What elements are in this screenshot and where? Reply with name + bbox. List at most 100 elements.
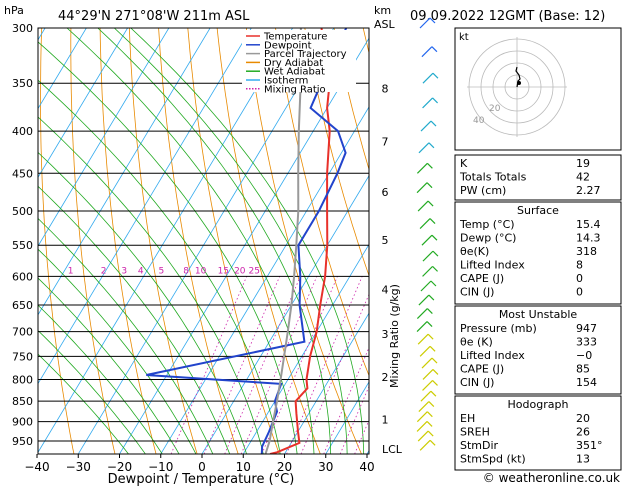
legend-label: Mixing Ratio	[264, 84, 326, 95]
surface-label: θe(K)	[460, 245, 489, 258]
wind-barb-flag	[429, 218, 436, 224]
wind-barb-staff	[416, 182, 428, 194]
series-line-parcel-trajectory	[264, 28, 302, 454]
km-tick-label: 6	[382, 186, 389, 199]
isotherm	[325, 381, 369, 454]
temp-tick-label: −20	[107, 460, 132, 474]
wind-barbs	[416, 17, 439, 451]
temp-tick-label: 20	[277, 460, 292, 474]
index-tables: K 19 Totals Totals 42 PW (cm) 2.27 SurfaceTemp…	[454, 154, 622, 471]
x-axis-title: Dewpoint / Temperature (°C)	[108, 472, 295, 486]
dry-adiabat	[333, 28, 369, 171]
surface-value: 15.4	[576, 218, 601, 231]
wet-adiabat	[38, 151, 247, 454]
legend-label: Dewpoint	[264, 40, 312, 51]
wind-barb-staff	[419, 439, 431, 451]
hodograph: kt 20 40	[454, 27, 622, 151]
wind-barb-staff	[421, 234, 433, 246]
wind-barb-flag	[426, 162, 433, 169]
location-title: 44°29'N 271°08'W 211m ASL	[58, 9, 250, 24]
wind-barb-staff	[418, 294, 430, 306]
km-tick-label: 3	[382, 328, 389, 341]
lcl-label: LCL	[382, 443, 403, 456]
pressure-tick-label: 700	[12, 326, 33, 339]
wind-barb-flag	[432, 265, 438, 272]
hodograph-table-label: StmDir	[460, 439, 499, 452]
pressure-tick-label: 550	[12, 239, 33, 252]
series-line-temperature	[269, 28, 331, 454]
mixing-ratio-label: 2	[101, 266, 107, 276]
pressure-tick-label: 900	[12, 416, 33, 429]
wind-barb-flag	[428, 294, 435, 301]
wind-barb-staff	[420, 280, 432, 292]
wind-barb-flag	[429, 439, 436, 446]
surface-value: 0	[576, 272, 583, 285]
wind-barb-staff	[417, 430, 429, 442]
index-value: 19	[576, 157, 590, 170]
pressure-tick-label: 850	[12, 395, 33, 408]
wet-adiabat	[38, 185, 231, 454]
wind-barb-flag	[427, 333, 434, 340]
mixing-ratio-label: 8	[183, 266, 189, 276]
pressure-tick-label: 750	[12, 350, 33, 363]
hpa-unit-label: hPa	[4, 4, 24, 17]
isotherm	[38, 28, 211, 316]
isotherm	[119, 37, 369, 454]
most-unstable-label: Pressure (mb)	[460, 322, 537, 335]
isotherm	[284, 312, 369, 454]
wet-adiabat	[38, 329, 146, 454]
most-unstable-value: 154	[576, 376, 597, 389]
hodograph-unit-label: kt	[459, 32, 469, 43]
index-label: Totals Totals	[459, 171, 527, 184]
wind-barb-staff	[417, 200, 429, 212]
mixing-ratio-label: 4	[138, 266, 144, 276]
mixing-ratio-line	[261, 276, 338, 454]
isotherm	[38, 28, 293, 454]
wind-barb-staff	[418, 401, 430, 412]
most-unstable-label: CAPE (J)	[460, 363, 504, 376]
km-unit-label: km	[374, 4, 391, 17]
hodograph-ring-label: 20	[489, 104, 501, 114]
wet-adiabat	[38, 353, 130, 454]
series-line-dewpoint	[146, 28, 348, 454]
isotherm	[160, 106, 369, 454]
pressure-tick-label: 400	[12, 125, 33, 138]
km-tick-label: 8	[382, 82, 389, 95]
wind-barb-flag	[426, 308, 433, 315]
wind-barb-staff	[420, 390, 432, 402]
wind-barb-flag	[429, 17, 436, 24]
mixing-ratio-label: 25	[249, 266, 260, 276]
mixing-ratio-label: 1	[68, 266, 74, 276]
surface-value: 14.3	[576, 232, 601, 245]
mixing-ratio-line	[286, 276, 363, 454]
wind-barb-flag	[431, 46, 438, 53]
wind-barb-flag	[431, 357, 438, 364]
index-value: 2.27	[576, 184, 601, 197]
axes: 3003504004505005506006507007508008509009…	[12, 22, 389, 474]
surface-label: Dewp (°C)	[460, 232, 516, 245]
surface-label: CAPE (J)	[460, 272, 504, 285]
legend-label: Dry Adiabat	[264, 58, 323, 69]
mixing-ratio-label: 10	[195, 266, 207, 276]
wind-barb-flag	[426, 321, 433, 328]
mixing-ratio-line	[203, 276, 281, 454]
wet-adiabat	[38, 79, 281, 454]
datetime-title: 09.09.2022 12GMT (Base: 12)	[410, 9, 605, 24]
temp-tick-label: 0	[198, 460, 206, 474]
wind-barb-staff	[419, 17, 431, 29]
mixing-ratio-line	[300, 293, 369, 454]
mixing-ratio-label: 5	[159, 266, 165, 276]
wind-barb-staff	[421, 46, 433, 58]
mixing-ratio-line	[170, 276, 248, 454]
wind-barb-staff	[417, 333, 429, 345]
dry-adiabat	[40, 28, 75, 454]
wind-barb-flag	[430, 390, 437, 397]
wind-barb-staff	[419, 345, 431, 357]
surface-value: 0	[576, 286, 583, 299]
wind-barb-flag	[427, 200, 434, 207]
hodograph-ring-label: 40	[473, 116, 485, 126]
hodograph-table-title: Hodograph	[508, 398, 569, 411]
legend-label: Parcel Trajectory	[264, 49, 347, 60]
